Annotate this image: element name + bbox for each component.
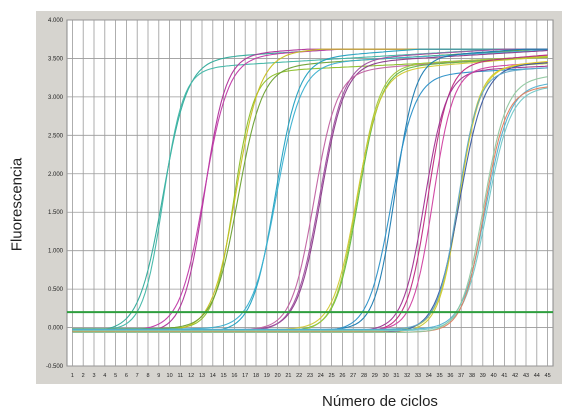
x-tick-label: 8 [146, 373, 149, 379]
y-axis-label: Fluorescencia [8, 157, 26, 252]
x-tick-label: 36 [447, 373, 453, 379]
x-tick-label: 21 [285, 373, 291, 379]
x-tick-label: 20 [275, 373, 281, 379]
y-tick-label: 1.000 [48, 249, 64, 255]
x-tick-label: 10 [167, 373, 173, 379]
y-tick-label: 2.500 [48, 133, 64, 139]
x-tick-label: 31 [393, 373, 399, 379]
x-tick-label: 16 [231, 373, 237, 379]
x-tick-label: 9 [157, 373, 160, 379]
x-tick-label: 38 [469, 373, 475, 379]
x-tick-label: 27 [350, 373, 356, 379]
x-tick-label: 3 [92, 373, 95, 379]
x-axis-label: Número de ciclos [322, 393, 438, 410]
amplification-curves [72, 48, 548, 334]
x-tick-label: 37 [458, 373, 464, 379]
x-tick-label: 5 [114, 373, 117, 379]
amplification-curve [72, 83, 548, 331]
x-tick-label: 30 [383, 373, 389, 379]
x-tick-label: 12 [188, 373, 194, 379]
x-tick-label: 40 [491, 373, 497, 379]
x-tick-label: 24 [318, 373, 324, 379]
x-tick-labels: 1 2 3 4 5 6 7 8 9 10 11 12 13 14 15 16 17 18 19 20 21 22 23 24 2… [71, 373, 551, 379]
x-tick-label: 25 [329, 373, 335, 379]
y-tick-label: 0.000 [48, 326, 64, 332]
x-tick-label: 34 [426, 373, 432, 379]
x-tick-label: 32 [404, 373, 410, 379]
x-tick-label: 6 [125, 373, 128, 379]
x-tick-label: 42 [512, 373, 518, 379]
x-tick-label: 23 [307, 373, 313, 379]
x-tick-label: 4 [103, 373, 106, 379]
y-tick-label: -0.500 [46, 364, 64, 370]
x-tick-label: 22 [296, 373, 302, 379]
x-tick-label: 18 [253, 373, 259, 379]
y-tick-label: 4.000 [48, 18, 64, 24]
x-tick-label: 11 [178, 373, 184, 379]
y-tick-label: 0.500 [48, 287, 64, 293]
y-tick-label: 2.000 [48, 172, 64, 178]
x-tick-label: 28 [361, 373, 367, 379]
x-tick-label: 17 [242, 373, 248, 379]
x-tick-label: 41 [501, 373, 507, 379]
x-tick-label: 7 [136, 373, 139, 379]
x-tick-label: 29 [372, 373, 378, 379]
x-tick-label: 39 [480, 373, 486, 379]
x-tick-label: 2 [82, 373, 85, 379]
amplification-curve [72, 87, 548, 332]
x-tick-label: 45 [545, 373, 551, 379]
x-tick-label: 14 [210, 373, 216, 379]
x-tick-label: 13 [199, 373, 205, 379]
amplification-plot: -0.500 0.000 0.500 1.000 1.500 2.000 2.500 3.00… [36, 11, 562, 384]
y-tick-label: 3.500 [48, 56, 64, 62]
y-tick-labels: -0.500 0.000 0.500 1.000 1.500 2.000 2.500 3.00… [46, 18, 64, 370]
amplification-curve [72, 76, 548, 334]
y-tick-label: 3.000 [48, 95, 64, 101]
x-tick-label: 15 [221, 373, 227, 379]
x-tick-label: 26 [339, 373, 345, 379]
x-tick-label: 43 [523, 373, 529, 379]
y-tick-label: 1.500 [48, 210, 64, 216]
x-tick-label: 35 [437, 373, 443, 379]
x-tick-label: 19 [264, 373, 270, 379]
x-tick-label: 33 [415, 373, 421, 379]
x-tick-label: 1 [71, 373, 74, 379]
x-tick-label: 44 [534, 373, 540, 379]
